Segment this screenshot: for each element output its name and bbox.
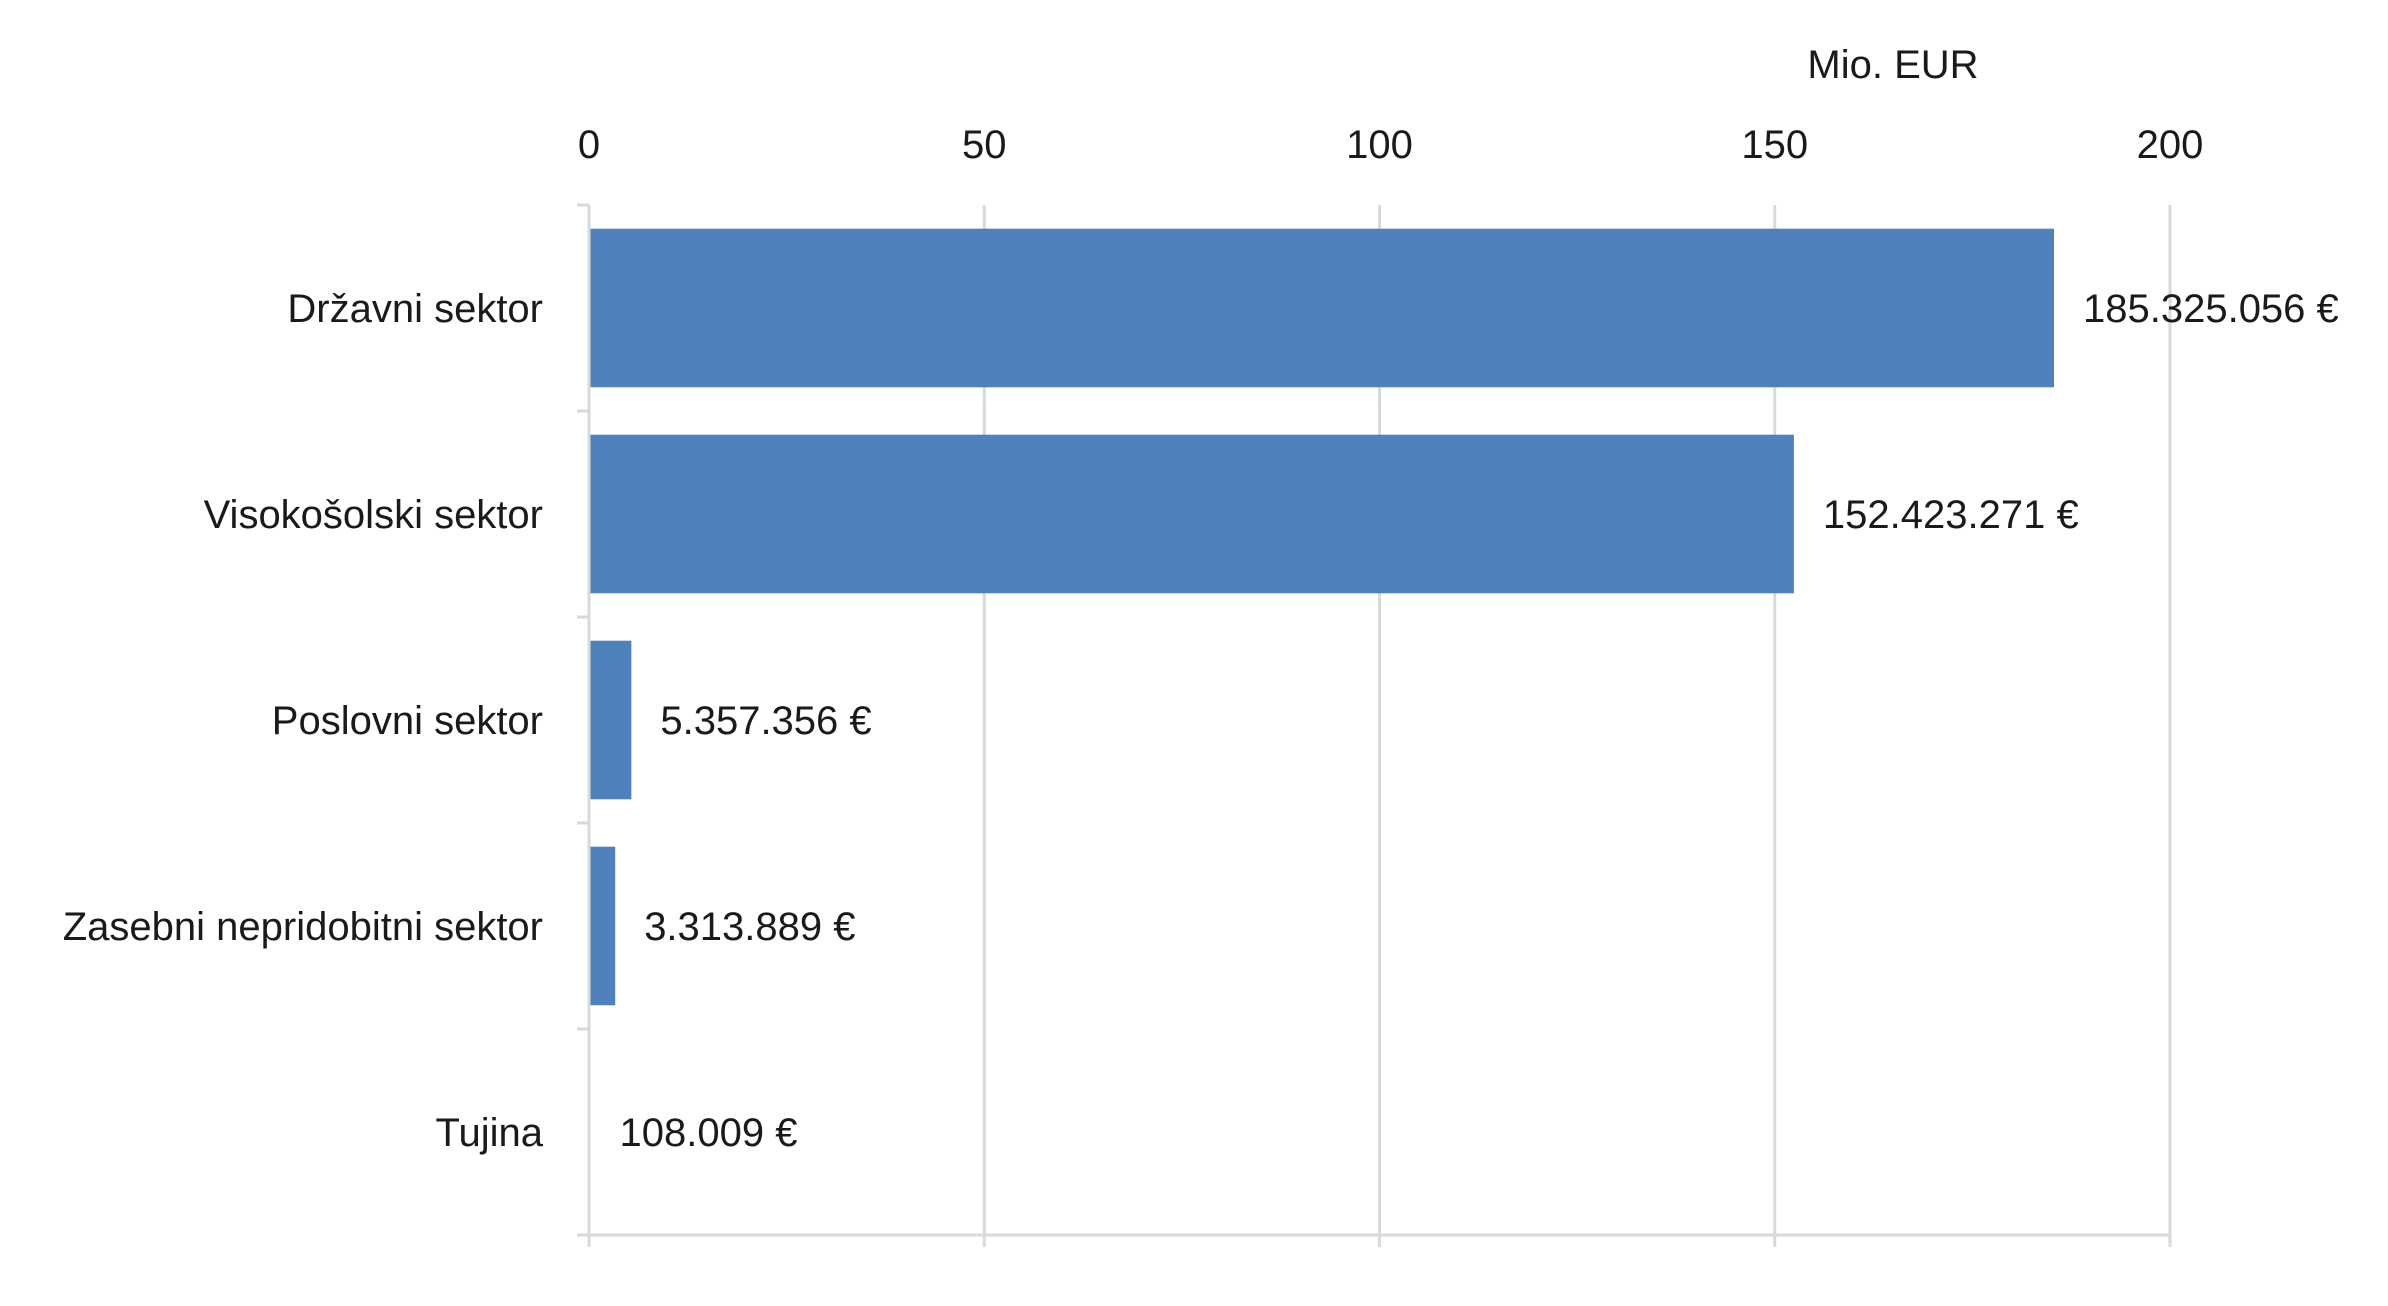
category-label: Tujina bbox=[436, 1111, 544, 1155]
x-tick-label: 150 bbox=[1741, 123, 1808, 167]
x-axis-unit-label: Mio. EUR bbox=[1807, 43, 1978, 87]
data-label: 152.423.271 € bbox=[1823, 493, 2079, 537]
category-label: Poslovni sektor bbox=[272, 699, 543, 743]
category-label: Zasebni nepridobitni sektor bbox=[63, 905, 543, 949]
x-tick-label: 200 bbox=[2137, 123, 2204, 167]
category-label: Visokošolski sektor bbox=[204, 493, 543, 537]
category-label: Državni sektor bbox=[287, 287, 543, 331]
bar-2 bbox=[590, 640, 632, 800]
data-label: 5.357.356 € bbox=[660, 699, 871, 743]
data-label: 108.009 € bbox=[620, 1111, 798, 1155]
data-label: 3.313.889 € bbox=[644, 905, 855, 949]
bar-3 bbox=[590, 846, 616, 1006]
bar-0 bbox=[590, 228, 2054, 388]
bar-1 bbox=[590, 434, 1794, 594]
x-tick-label: 50 bbox=[962, 123, 1007, 167]
bars bbox=[590, 228, 2054, 1006]
x-tick-label: 100 bbox=[1346, 123, 1413, 167]
data-labels: 185.325.056 € 152.423.271 € 5.357.356 € 3.3… bbox=[620, 287, 2339, 1155]
x-tick-label: 0 bbox=[578, 123, 600, 167]
x-axis-ticks: 0 50 100 150 200 bbox=[578, 123, 2204, 167]
category-labels: Državni sektor Visokošolski sektor Poslovn… bbox=[63, 287, 544, 1155]
data-label: 185.325.056 € bbox=[2083, 287, 2339, 331]
